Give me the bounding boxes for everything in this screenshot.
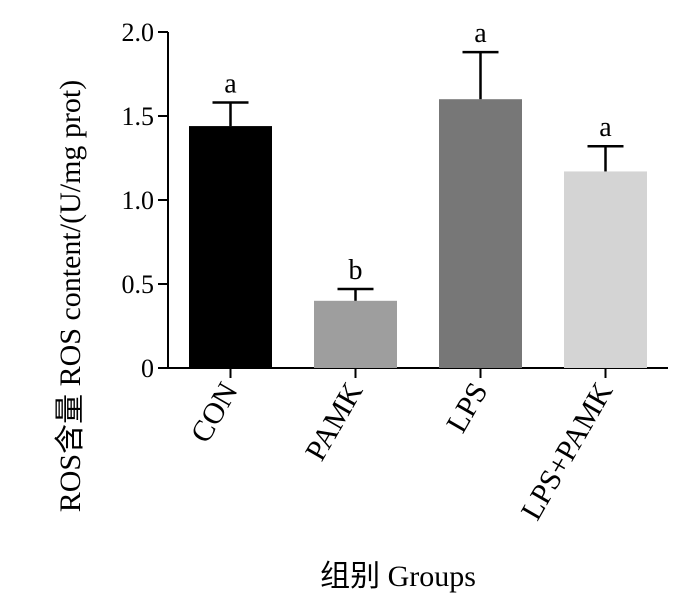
significance-label: a	[224, 69, 237, 100]
y-tick-label: 0	[141, 354, 154, 383]
y-tick-label: 0.5	[122, 270, 155, 299]
bar	[314, 300, 397, 368]
y-ticks: 0 0.5 1.0 1.5 2.0	[122, 18, 168, 383]
y-tick-label: 2.0	[122, 18, 155, 47]
y-tick-label: 1.5	[122, 102, 155, 131]
error-bars	[212, 50, 624, 301]
category-labels: CON PAMK LPS LPS+PAMK	[184, 368, 620, 526]
y-tick-label: 1.0	[122, 186, 155, 215]
bars	[189, 99, 647, 368]
significance-labels: a b a a	[224, 18, 612, 286]
significance-label: a	[474, 18, 487, 49]
category-label: LPS	[440, 377, 494, 438]
category-label: PAMK	[299, 377, 370, 466]
significance-label: a	[599, 112, 612, 143]
x-axis-title: 组别 Groups	[320, 560, 476, 593]
bar	[189, 126, 272, 368]
significance-label: b	[349, 255, 363, 286]
bar	[564, 171, 647, 368]
bar	[439, 99, 522, 368]
category-label: LPS+PAMK	[515, 377, 620, 526]
y-axis-title: ROS含量 ROS content/(U/mg prot)	[54, 80, 87, 513]
category-label: CON	[184, 377, 244, 448]
